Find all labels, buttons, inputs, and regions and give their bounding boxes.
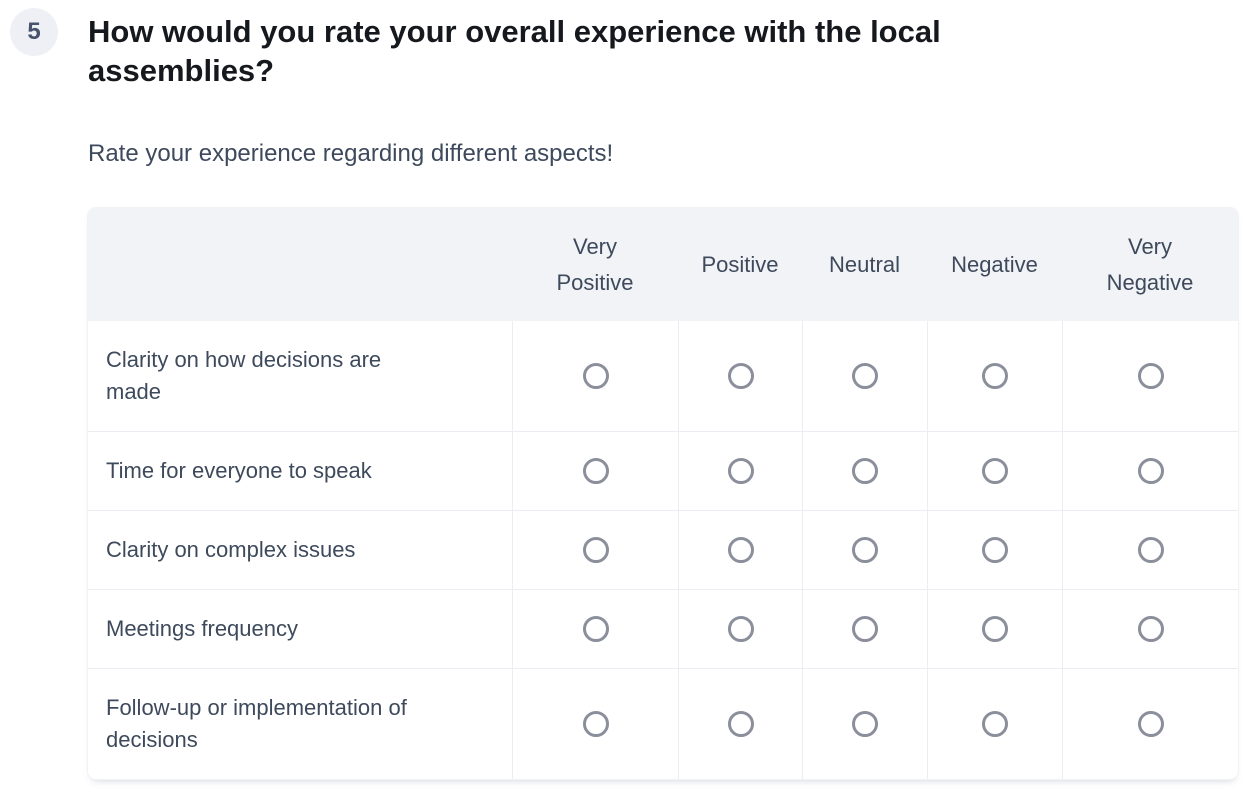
radio-cell[interactable] bbox=[678, 432, 802, 510]
question-subtitle: Rate your experience regarding different… bbox=[88, 140, 614, 167]
radio-button[interactable] bbox=[852, 616, 878, 642]
radio-cell[interactable] bbox=[927, 669, 1062, 779]
column-header-neutral: Neutral bbox=[829, 251, 900, 277]
matrix-row-complex-issues: Clarity on complex issues bbox=[88, 510, 1238, 589]
radio-cell[interactable] bbox=[678, 669, 802, 779]
radio-cell[interactable] bbox=[1062, 511, 1238, 589]
question-number: 5 bbox=[27, 18, 41, 45]
radio-cell[interactable] bbox=[802, 321, 927, 431]
radio-button[interactable] bbox=[727, 711, 754, 737]
row-label: Time for everyone to speak bbox=[106, 458, 372, 483]
radio-button[interactable] bbox=[1137, 458, 1164, 484]
radio-button[interactable] bbox=[1137, 537, 1164, 563]
row-label: Clarity on how decisions are made bbox=[106, 347, 382, 404]
radio-cell[interactable] bbox=[1062, 432, 1238, 510]
radio-button[interactable] bbox=[582, 458, 609, 484]
column-header-very-negative: Very Negative bbox=[1106, 233, 1194, 295]
radio-button[interactable] bbox=[1137, 711, 1164, 737]
radio-button[interactable] bbox=[727, 537, 754, 563]
radio-cell[interactable] bbox=[802, 590, 927, 668]
radio-cell[interactable] bbox=[802, 669, 927, 779]
radio-cell[interactable] bbox=[678, 511, 802, 589]
radio-cell[interactable] bbox=[802, 432, 927, 510]
radio-button[interactable] bbox=[982, 363, 1008, 389]
radio-button[interactable] bbox=[582, 711, 609, 737]
radio-button[interactable] bbox=[727, 616, 754, 642]
radio-button[interactable] bbox=[727, 363, 754, 389]
radio-cell[interactable] bbox=[927, 590, 1062, 668]
radio-button[interactable] bbox=[1137, 363, 1164, 389]
row-label: Follow-up or implementation of decisions bbox=[106, 695, 407, 752]
radio-cell[interactable] bbox=[512, 511, 678, 589]
matrix-header-row: Very Positive Positive Neutral Negative … bbox=[88, 208, 1238, 321]
radio-cell[interactable] bbox=[1062, 669, 1238, 779]
radio-cell[interactable] bbox=[927, 321, 1062, 431]
survey-question-block: 5 How would you rate your overall experi… bbox=[10, 8, 1238, 779]
radio-cell[interactable] bbox=[678, 590, 802, 668]
radio-cell[interactable] bbox=[512, 590, 678, 668]
row-label: Meetings frequency bbox=[106, 616, 298, 641]
radio-button[interactable] bbox=[582, 537, 609, 563]
radio-button[interactable] bbox=[852, 363, 878, 389]
radio-cell[interactable] bbox=[927, 432, 1062, 510]
radio-button[interactable] bbox=[852, 711, 878, 737]
matrix-row-time-to-speak: Time for everyone to speak bbox=[88, 431, 1238, 510]
row-label: Clarity on complex issues bbox=[106, 537, 356, 562]
radio-cell[interactable] bbox=[512, 669, 678, 779]
radio-button[interactable] bbox=[982, 537, 1008, 563]
radio-cell[interactable] bbox=[1062, 590, 1238, 668]
matrix-table: Very Positive Positive Neutral Negative … bbox=[88, 208, 1238, 779]
question-number-badge: 5 bbox=[10, 8, 58, 56]
question-title: How would you rate your overall experien… bbox=[88, 14, 941, 88]
radio-cell[interactable] bbox=[512, 432, 678, 510]
radio-button[interactable] bbox=[582, 616, 609, 642]
radio-cell[interactable] bbox=[1062, 321, 1238, 431]
question-content: How would you rate your overall experien… bbox=[88, 8, 1238, 779]
radio-button[interactable] bbox=[852, 537, 878, 563]
radio-button[interactable] bbox=[1137, 616, 1164, 642]
radio-cell[interactable] bbox=[678, 321, 802, 431]
matrix-row-decision-clarity: Clarity on how decisions are made bbox=[88, 321, 1238, 431]
radio-cell[interactable] bbox=[802, 511, 927, 589]
matrix-row-meetings-frequency: Meetings frequency bbox=[88, 589, 1238, 668]
matrix-row-follow-up: Follow-up or implementation of decisions bbox=[88, 668, 1238, 779]
radio-button[interactable] bbox=[582, 363, 609, 389]
radio-button[interactable] bbox=[982, 711, 1008, 737]
column-header-negative: Negative bbox=[951, 251, 1038, 277]
column-header-very-positive: Very Positive bbox=[556, 233, 634, 295]
column-header-positive: Positive bbox=[701, 251, 779, 277]
radio-button[interactable] bbox=[852, 458, 878, 484]
radio-button[interactable] bbox=[982, 616, 1008, 642]
radio-cell[interactable] bbox=[512, 321, 678, 431]
radio-button[interactable] bbox=[727, 458, 754, 484]
radio-button[interactable] bbox=[982, 458, 1008, 484]
matrix-header-spacer bbox=[88, 208, 512, 321]
radio-cell[interactable] bbox=[927, 511, 1062, 589]
